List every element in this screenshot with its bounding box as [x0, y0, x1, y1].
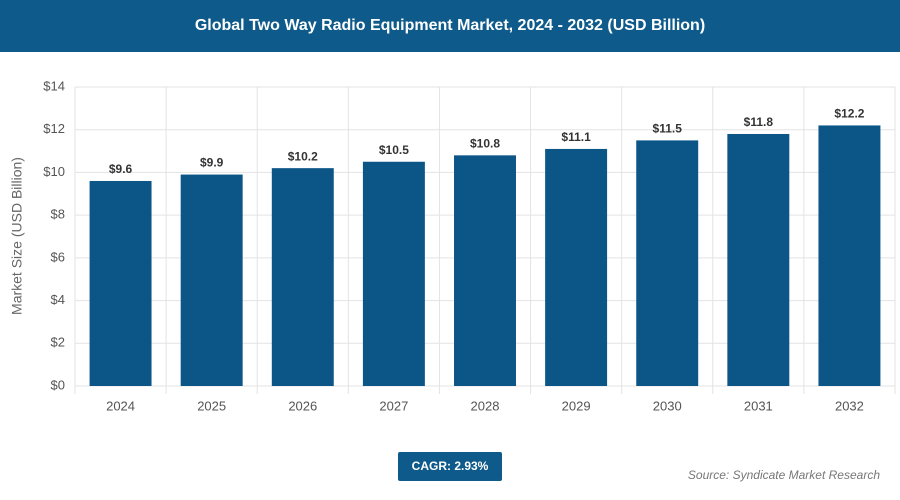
value-label: $11.1	[561, 130, 591, 144]
value-label: $11.8	[744, 115, 774, 129]
value-label: $11.5	[653, 122, 683, 136]
y-tick-label: $10	[43, 164, 65, 179]
bar	[362, 161, 425, 386]
bar	[545, 148, 608, 386]
bar	[271, 168, 334, 386]
x-tick-label: 2025	[197, 398, 226, 413]
bar	[89, 180, 152, 386]
value-label: $12.2	[834, 107, 864, 121]
bar	[727, 133, 790, 386]
bar	[180, 174, 243, 386]
value-label: $10.2	[288, 149, 318, 163]
y-tick-label: $6	[51, 249, 65, 264]
value-label: $10.5	[379, 143, 409, 157]
value-label: $9.9	[200, 156, 224, 170]
chart-title: Global Two Way Radio Equipment Market, 2…	[195, 17, 705, 34]
y-tick-label: $14	[43, 78, 65, 93]
y-tick-label: $12	[43, 121, 65, 136]
x-tick-label: 2027	[379, 398, 408, 413]
x-tick-label: 2029	[562, 398, 591, 413]
cagr-text: CAGR: 2.93%	[412, 459, 489, 473]
source-text: Source: Syndicate Market Research	[688, 468, 880, 482]
bar	[454, 155, 516, 386]
x-tick-label: 2028	[471, 398, 500, 413]
x-tick-label: 2032	[835, 398, 864, 413]
value-label: $10.8	[470, 137, 500, 151]
y-tick-label: $0	[51, 377, 65, 392]
x-tick-label: 2026	[288, 398, 317, 413]
y-tick-label: $8	[51, 207, 65, 222]
y-tick-label: $2	[51, 335, 65, 350]
bar	[818, 125, 881, 386]
y-axis-label: Market Size (USD Billion)	[9, 157, 25, 315]
title-banner	[0, 0, 900, 52]
cagr-badge	[398, 452, 502, 481]
bar	[636, 140, 699, 386]
value-label: $9.6	[109, 162, 133, 176]
x-tick-label: 2024	[106, 398, 135, 413]
y-tick-label: $4	[51, 292, 65, 307]
x-tick-label: 2031	[744, 398, 773, 413]
x-tick-label: 2030	[653, 398, 682, 413]
